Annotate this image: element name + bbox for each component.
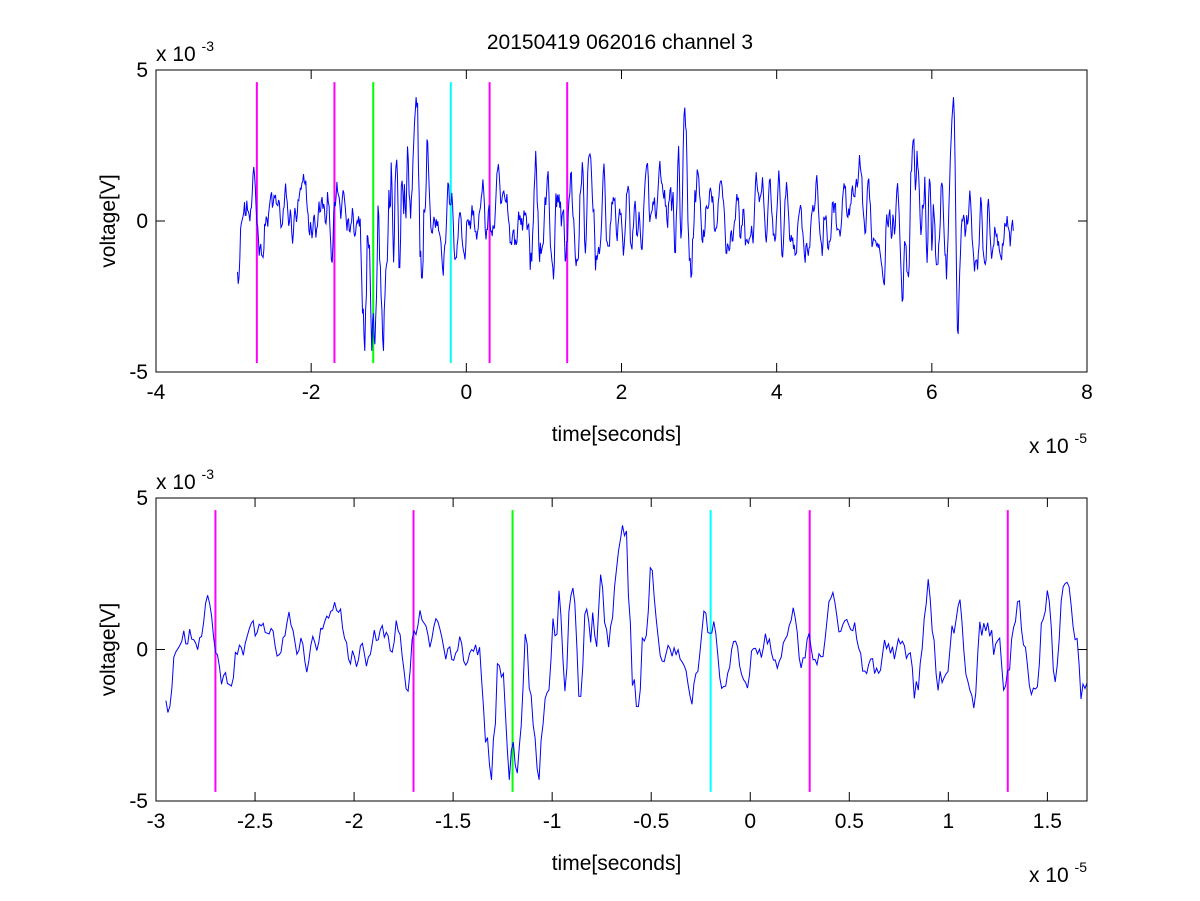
bottom-y-exponent: x 10 -3 bbox=[156, 466, 214, 494]
bottom-x-tick-label: -1 bbox=[543, 810, 562, 833]
bottom-x-exponent: x 10 -5 bbox=[1029, 859, 1087, 887]
bottom-y-exponent-power: -3 bbox=[202, 466, 215, 482]
figure-title: 20150419 062016 channel 3 bbox=[487, 31, 753, 54]
bottom-y-tick-label: -5 bbox=[129, 790, 148, 813]
top-y-axis-label: voltage[V] bbox=[97, 174, 120, 267]
top-x-exponent-power: -5 bbox=[1075, 430, 1088, 446]
bottom-x-axis-label: time[seconds] bbox=[552, 852, 682, 875]
bottom-x-ticks: -3 -2.5 -2 -1.5 -1 -0.5 0 0.5 1 1.5 bbox=[147, 498, 1062, 833]
bottom-y-tick-label: 0 bbox=[136, 639, 148, 662]
top-x-axis-label: time[seconds] bbox=[552, 423, 682, 446]
bottom-x-tick-label: 0 bbox=[744, 810, 756, 833]
top-y-exponent-power: -3 bbox=[202, 38, 215, 54]
top-x-tick-label: 0 bbox=[460, 381, 472, 404]
top-x-tick-label: 8 bbox=[1081, 381, 1093, 404]
bottom-y-tick-label: 5 bbox=[136, 487, 148, 510]
bottom-x-exponent-power: -5 bbox=[1075, 859, 1088, 875]
bottom-y-exponent-base: x 10 bbox=[156, 471, 196, 494]
bottom-x-tick-label: -3 bbox=[147, 810, 166, 833]
top-x-tick-label: 2 bbox=[616, 381, 628, 404]
bottom-x-tick-label: -2 bbox=[345, 810, 364, 833]
top-x-exponent-base: x 10 bbox=[1029, 435, 1069, 458]
top-y-exponent-base: x 10 bbox=[156, 43, 196, 66]
top-x-tick-label: -2 bbox=[302, 381, 321, 404]
top-x-tick-label: 4 bbox=[771, 381, 783, 404]
top-x-exponent: x 10 -5 bbox=[1029, 430, 1087, 458]
bottom-x-tick-label: 1.5 bbox=[1033, 810, 1062, 833]
top-y-tick-label: 0 bbox=[136, 210, 148, 233]
top-x-tick-label: 6 bbox=[926, 381, 938, 404]
top-x-ticks: -4 -2 0 2 4 6 8 bbox=[147, 70, 1093, 404]
top-y-exponent: x 10 -3 bbox=[156, 38, 214, 66]
top-x-tick-label: -4 bbox=[147, 381, 166, 404]
bottom-x-tick-label: 0.5 bbox=[835, 810, 864, 833]
bottom-voltage-trace bbox=[165, 525, 1088, 780]
bottom-x-tick-label: -0.5 bbox=[633, 810, 669, 833]
top-y-tick-label: 5 bbox=[136, 59, 148, 82]
bottom-x-tick-label: -1.5 bbox=[435, 810, 471, 833]
bottom-marker-lines bbox=[214, 510, 1009, 792]
bottom-y-ticks: -5 0 5 bbox=[129, 487, 1087, 813]
bottom-x-exponent-base: x 10 bbox=[1029, 864, 1069, 887]
subplot-top: -4 -2 0 2 4 6 8 -505 time[seconds] voltage[V] … bbox=[97, 38, 1093, 458]
subplot-bottom: -3 -2.5 -2 -1.5 -1 -0.5 0 0.5 1 1.5 -5 0 5 time[sec… bbox=[97, 466, 1088, 887]
top-y-ticks: -5 0 5 bbox=[129, 59, 1087, 384]
bottom-y-axis-label: voltage[V] bbox=[97, 603, 120, 696]
bottom-x-tick-label: -2.5 bbox=[237, 810, 273, 833]
bottom-x-tick-label: 1 bbox=[942, 810, 954, 833]
top-y-tick-label: -5 bbox=[129, 361, 148, 384]
top-voltage-trace bbox=[237, 97, 1014, 351]
